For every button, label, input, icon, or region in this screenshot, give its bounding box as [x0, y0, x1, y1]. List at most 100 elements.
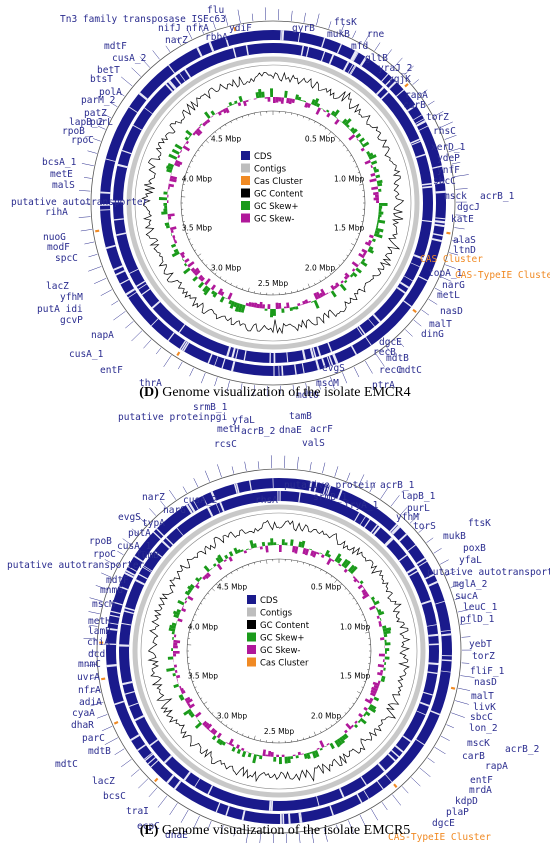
gc-skew-plus	[357, 719, 361, 724]
scale-tick	[192, 619, 195, 622]
cds-gap	[168, 64, 175, 74]
cds-gap	[350, 65, 357, 75]
gc-skew-plus	[212, 291, 218, 298]
gc-skew-minus	[320, 554, 325, 559]
gc-skew-plus	[375, 227, 384, 233]
gene-leader-line	[122, 538, 131, 545]
gene-leader-line	[104, 559, 118, 567]
caption-panel-d: (D) Genome visualization of the isolate …	[0, 385, 550, 401]
gc-skew-plus	[368, 154, 377, 160]
scale-tick	[188, 238, 191, 240]
gc-skew-plus	[384, 639, 387, 643]
gc-skew-plus	[330, 290, 337, 298]
gene-label: sbcC	[470, 712, 493, 723]
gc-skew-minus	[215, 112, 218, 115]
cds-gap	[215, 802, 221, 813]
gc-skew-minus	[348, 134, 356, 141]
gc-skew-minus	[326, 557, 332, 566]
gc-skew-plus	[199, 123, 203, 127]
gc-skew-minus	[173, 639, 181, 644]
cds-gap	[152, 531, 162, 540]
gene-leader-line	[79, 190, 91, 192]
scale-tick	[355, 166, 358, 168]
cds-gap	[297, 32, 301, 43]
gene-label: putative protein	[118, 412, 210, 423]
cds-gap	[365, 336, 372, 346]
gc-skew-minus	[174, 669, 178, 674]
legend-label: Contigs	[254, 165, 287, 175]
gc-skew-minus	[250, 98, 254, 100]
cds-gap	[415, 118, 425, 124]
cds-gap	[315, 359, 320, 371]
gc-skew-minus	[242, 100, 247, 107]
cds-gap	[118, 585, 129, 591]
cds-gap	[219, 501, 225, 512]
caption-panel-e: (E) Genome visualization of the isolate …	[0, 823, 550, 839]
genome-map-e: 0.5 Mbp 1.0 Mbp 1.5 Mbp 2.0 Mbp 2.5 Mbp 3.0 M…	[7, 455, 550, 843]
gc-skew-plus	[324, 745, 328, 748]
gene-label: mdtC	[399, 365, 422, 376]
cds-gap	[194, 778, 201, 788]
legend-label: GC Skew+	[254, 202, 299, 212]
gene-label: nifJ	[158, 23, 181, 34]
gene-leader-line	[454, 174, 469, 177]
gene-label: ecpC	[137, 821, 160, 832]
gc-skew-plus	[334, 553, 342, 563]
cds-gap	[109, 614, 120, 618]
gc-skew-plus	[237, 303, 243, 313]
gc-skew-minus	[376, 200, 379, 203]
cds-gap	[407, 567, 416, 574]
gc-skew-plus	[341, 558, 349, 567]
gc-skew-plus	[166, 667, 175, 672]
gene-label: rpoC	[71, 135, 94, 146]
cds-gap	[432, 233, 444, 237]
gene-leader-line	[155, 347, 162, 355]
gc-skew-plus	[310, 98, 316, 106]
gc-skew-plus	[343, 118, 352, 127]
cds-gap	[214, 356, 219, 366]
gene-label: dgcE	[379, 337, 402, 348]
gene-label: lamB	[88, 626, 111, 637]
contigs-ring	[126, 56, 420, 350]
cds-gap	[329, 805, 334, 816]
gc-skew-minus	[362, 586, 365, 590]
cds-gap	[168, 80, 177, 90]
gc-skew-plus	[163, 191, 168, 195]
gc-skew-minus	[371, 686, 378, 692]
mbp-tick-label: 4.5 Mbp	[211, 134, 242, 143]
gc-skew-plus	[290, 539, 294, 546]
gene-label: patZ	[84, 108, 107, 119]
cds-gap	[173, 780, 182, 790]
gene-label: srmB_1	[313, 492, 348, 503]
cds-gap	[411, 140, 421, 146]
gene-label: mdtB	[88, 746, 111, 757]
gc-skew-minus	[361, 593, 370, 600]
cds-gap	[108, 622, 119, 625]
gene-label: thrA	[139, 378, 162, 389]
gc-skew-minus	[369, 691, 376, 697]
gene-label: metL	[437, 290, 460, 301]
gc-skew-minus	[302, 547, 307, 555]
gene-leader-line	[371, 808, 379, 821]
gc-skew-minus	[204, 120, 209, 125]
gc-skew-plus	[196, 717, 199, 720]
cds-gap	[278, 365, 280, 376]
gene-leader-line	[420, 89, 428, 95]
gc-skew-plus	[370, 596, 375, 601]
gc-skew-minus	[326, 743, 330, 746]
gc-skew-minus	[210, 727, 216, 734]
gc-skew-plus	[224, 297, 228, 300]
cds-gap	[106, 664, 117, 668]
cas-cluster-mark	[412, 308, 417, 313]
cds-gap	[268, 800, 272, 811]
gene-leader-line	[111, 300, 119, 306]
gc-skew-minus	[369, 697, 374, 702]
gc-skew-plus	[166, 168, 173, 173]
gene-leader-line	[253, 385, 256, 397]
gene-label: mdtC	[55, 759, 78, 770]
gene-leader-line	[109, 101, 118, 108]
gene-leader-line	[380, 486, 389, 499]
gene-leader-line	[395, 338, 405, 348]
gc-skew-plus	[197, 281, 205, 289]
